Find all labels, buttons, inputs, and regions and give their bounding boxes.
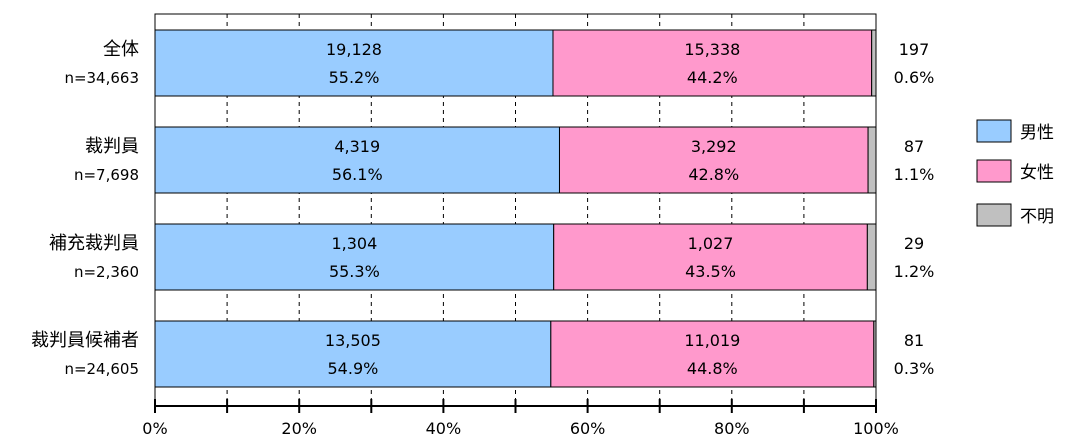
legend-swatch (976, 159, 1012, 183)
bar-count-label: 19,128 (326, 40, 382, 59)
category-labels: 全体 n=34,663 裁判員 n=7,698 補充裁判員 n=2,360 裁判員候補者 n=… (31, 39, 139, 378)
category-name: 補充裁判員 (49, 233, 139, 254)
bar-segment-unknown (867, 126, 877, 194)
category-n-label: n=24,605 (64, 360, 139, 378)
category-name: 裁判員候補者 (31, 330, 139, 351)
bar-count-label: 15,338 (684, 40, 740, 59)
legend-swatch (976, 119, 1012, 143)
bar-value-labels: 19,128 55.2% 15,338 44.2% 4,319 56.1% 3,292 42.… (325, 40, 740, 378)
x-tick-label: 100% (853, 419, 899, 438)
bar-percent-label: 44.8% (687, 359, 738, 378)
bar-segment-male (154, 126, 560, 194)
bar-count-label: 3,292 (691, 137, 737, 156)
unknown-percent-label: 1.2% (894, 262, 935, 281)
category-name: 全体 (103, 39, 139, 60)
unknown-count-label: 197 (899, 40, 930, 59)
x-tick-label: 40% (426, 419, 462, 438)
bar-percent-label: 43.5% (685, 262, 736, 281)
bar-segment-male (154, 320, 552, 388)
legend-label: 男性 (1020, 123, 1054, 143)
bar-percent-label: 55.3% (329, 262, 380, 281)
x-axis: 0% 20% 40% 60% 80% 100% (142, 399, 899, 438)
unknown-value-labels: 197 0.6% 87 1.1% 29 1.2% 81 0.3% (894, 40, 935, 378)
unknown-percent-label: 0.6% (894, 68, 935, 87)
unknown-percent-label: 0.3% (894, 359, 935, 378)
bars (154, 29, 877, 388)
bar-percent-label: 44.2% (687, 68, 738, 87)
legend-label: 不明 (1020, 207, 1054, 227)
bar-count-label: 1,027 (688, 234, 734, 253)
x-tick-label: 0% (142, 419, 167, 438)
bar-segment-unknown (866, 223, 877, 291)
bar-segment-unknown (873, 320, 877, 388)
bar-count-label: 4,319 (334, 137, 380, 156)
unknown-count-label: 29 (904, 234, 924, 253)
unknown-count-label: 87 (904, 137, 924, 156)
legend-swatch (976, 203, 1012, 227)
x-tick-label: 80% (714, 419, 750, 438)
category-name: 裁判員 (85, 136, 139, 157)
category-n-label: n=7,698 (74, 166, 139, 184)
bar-percent-label: 42.8% (688, 165, 739, 184)
x-tick-label: 20% (281, 419, 317, 438)
unknown-percent-label: 1.1% (894, 165, 935, 184)
bar-count-label: 13,505 (325, 331, 381, 350)
bar-segment-female (550, 320, 875, 388)
bar-segment-unknown (871, 29, 877, 97)
bar-count-label: 1,304 (331, 234, 377, 253)
bar-count-label: 11,019 (684, 331, 740, 350)
bar-segment-female (552, 29, 873, 97)
bar-percent-label: 54.9% (328, 359, 379, 378)
bar-segment-female (558, 126, 869, 194)
bar-segment-male (154, 223, 555, 291)
bar-percent-label: 56.1% (332, 165, 383, 184)
legend-label: 女性 (1020, 163, 1054, 183)
category-n-label: n=2,360 (74, 263, 139, 281)
unknown-count-label: 81 (904, 331, 924, 350)
bar-percent-label: 55.2% (329, 68, 380, 87)
x-tick-label: 60% (570, 419, 606, 438)
category-n-label: n=34,663 (64, 69, 139, 87)
